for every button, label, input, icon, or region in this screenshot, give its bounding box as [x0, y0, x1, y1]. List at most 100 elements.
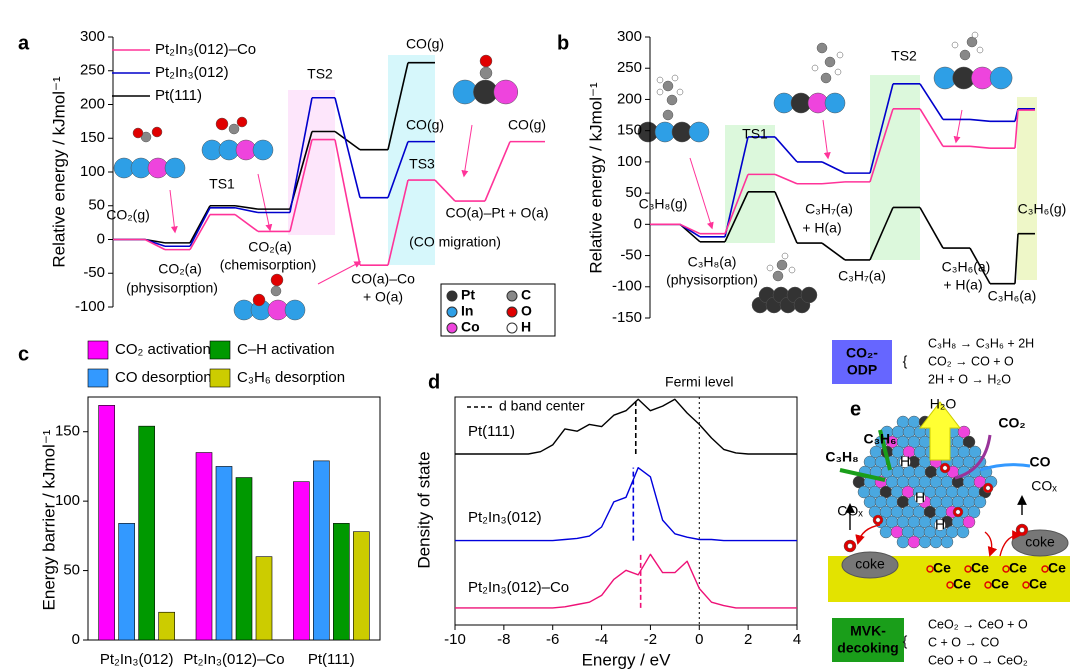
state-label: CO₂(a)	[248, 239, 292, 255]
diagram-label: coke	[1025, 534, 1055, 550]
series-label: Pt₂In₃(012)–Co	[468, 579, 569, 596]
atom	[907, 535, 921, 549]
pointer-arrow	[169, 189, 178, 234]
step-connector	[189, 214, 211, 251]
x-tick-label: 0	[695, 631, 703, 648]
atom	[788, 266, 796, 274]
x-tick-label: Pt₂In₃(012)–Co	[183, 651, 284, 668]
step-connector	[189, 205, 211, 244]
state-label: C₃H₆(a)	[988, 288, 1037, 304]
panel-label: d	[428, 371, 440, 393]
step-connector	[724, 136, 749, 238]
panel-label: e	[850, 398, 861, 420]
bar	[255, 556, 273, 641]
ce-vacancy	[1022, 581, 1030, 589]
atom	[252, 293, 266, 307]
atom	[215, 117, 229, 131]
atom	[666, 94, 678, 106]
state-label: C₃H₈(a)	[688, 254, 737, 270]
key-label: H	[521, 319, 531, 335]
atom	[834, 68, 842, 76]
atom	[989, 66, 1013, 90]
mvk-box	[832, 618, 904, 662]
atom	[951, 41, 959, 49]
diagram-label: COₓ	[1031, 478, 1057, 494]
atom	[479, 66, 493, 80]
atom	[934, 519, 946, 531]
step-connector	[919, 207, 944, 249]
atom	[971, 31, 979, 39]
x-tick-label: 2	[744, 631, 752, 648]
atom	[270, 285, 282, 297]
atom	[940, 535, 954, 549]
y-tick-label: 200	[617, 90, 642, 107]
state-label: + O(a)	[363, 289, 403, 305]
fermi-label: Fermi level	[665, 374, 733, 390]
odp-title: CO₂-	[846, 345, 878, 361]
ce-vacancy	[946, 581, 954, 589]
state-label: C₃H₇(a)	[838, 268, 886, 284]
pointer-arrow	[461, 124, 473, 178]
key-atom	[506, 306, 518, 318]
step-connector	[334, 139, 361, 266]
key-atom	[506, 322, 518, 334]
h-atom-label: H	[915, 489, 925, 505]
diagram-label: CO	[1030, 454, 1051, 470]
step-connector	[969, 118, 991, 123]
legend-label: CO₂ activation	[115, 341, 211, 358]
odp-title: ODP	[847, 362, 877, 378]
bar	[98, 405, 115, 641]
odp-box	[832, 340, 892, 384]
key-atom	[446, 306, 458, 318]
step-connector	[387, 62, 409, 150]
diagram-label: coke	[855, 556, 885, 572]
bar	[293, 481, 310, 641]
atom	[656, 88, 664, 96]
bar	[235, 477, 253, 641]
ce-label: Ce	[1009, 560, 1027, 576]
atom	[811, 64, 819, 72]
step-connector	[234, 204, 259, 210]
legend-label: Pt(111)	[155, 87, 202, 104]
step-connector	[1014, 109, 1019, 149]
panel-label: a	[18, 32, 30, 54]
ts2-shade	[870, 75, 920, 260]
equation: C₃H₈ → C₃H₆ + 2H	[928, 336, 1034, 350]
step-connector	[774, 173, 798, 185]
state-label: (physisorption)	[126, 280, 218, 296]
diagram-label: H₂O	[930, 396, 957, 412]
ce-label: Ce	[933, 560, 951, 576]
atom	[772, 270, 784, 282]
mvk-title: MVK-	[850, 623, 886, 639]
atom	[956, 525, 970, 539]
state-label: C₃H₆(a)	[942, 259, 991, 275]
state-label: CO(g)	[508, 117, 546, 133]
key-atom	[446, 322, 458, 334]
atom	[847, 543, 853, 549]
x-tick-label: -4	[595, 631, 608, 648]
y-axis-label: Energy barrier / kJmol⁻¹	[39, 429, 58, 610]
y-tick-label: 150	[80, 129, 105, 146]
state-label: (CO migration)	[409, 234, 501, 250]
dos-curve	[455, 553, 797, 609]
equation: CeO + O → CeO₂	[928, 653, 1028, 667]
pointer-arrow	[317, 261, 362, 285]
equation: CO₂ → CO + O	[928, 354, 1014, 368]
step-connector	[189, 207, 211, 247]
ce-vacancy	[926, 565, 934, 573]
atom	[966, 36, 978, 48]
diagram-label: C₃H₈	[825, 449, 858, 465]
state-label: CO(a)–Co	[351, 271, 415, 287]
atom	[676, 88, 684, 96]
atom	[967, 505, 981, 519]
y-tick-label: 150	[55, 423, 80, 440]
key-atom	[506, 290, 518, 302]
legend-label: Pt₂In₃(012)	[155, 64, 229, 81]
atom	[824, 56, 836, 68]
bar	[138, 425, 155, 641]
atom	[820, 72, 832, 84]
step-connector	[774, 191, 798, 244]
state-label: (physisorption)	[666, 272, 758, 288]
series-label: Pt₂In₃(012)	[468, 509, 542, 526]
legend-label: d band center	[499, 398, 585, 414]
